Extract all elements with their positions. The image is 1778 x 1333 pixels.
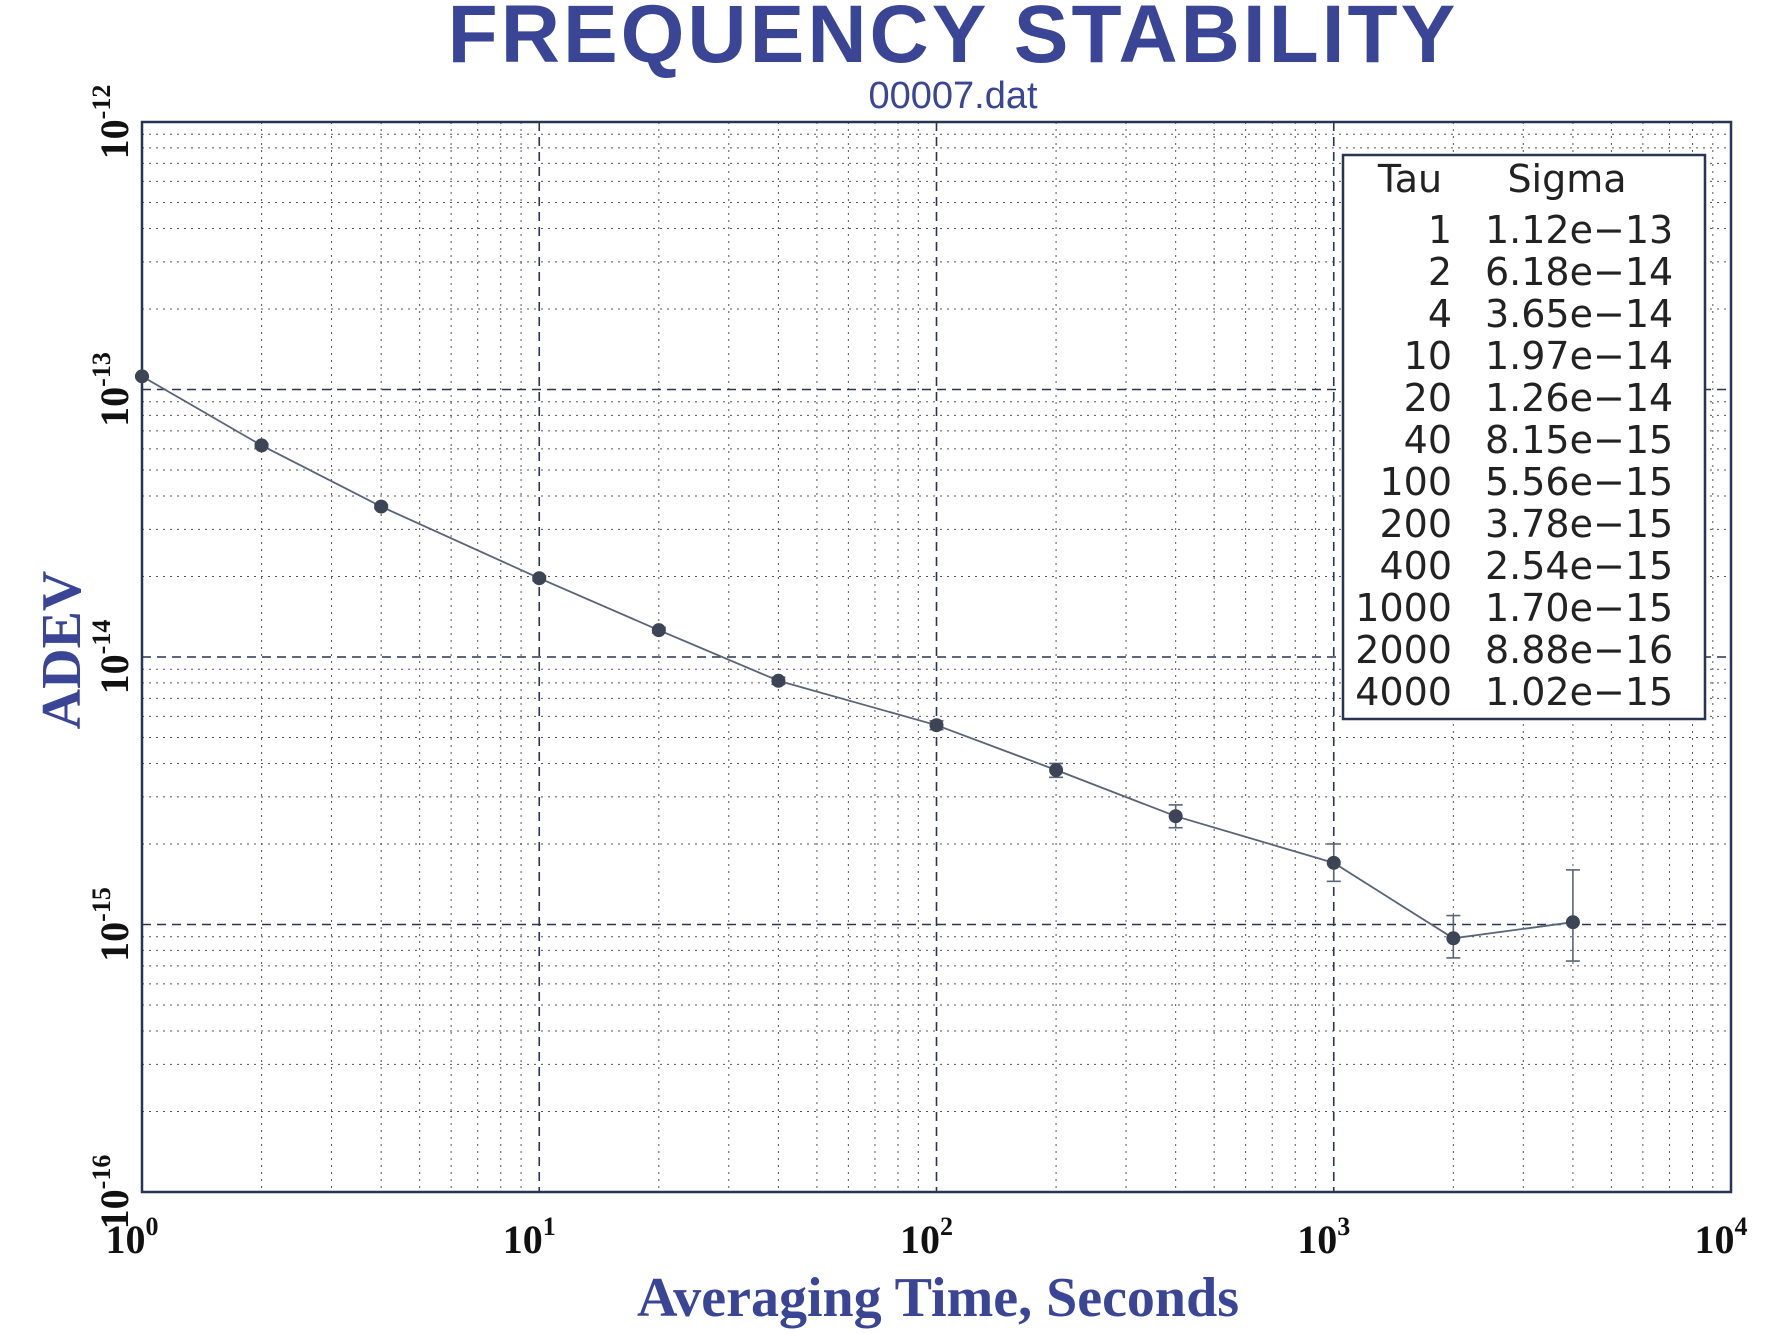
sigma-value: 6.18e−14 (1485, 250, 1673, 294)
sigma-value: 8.15e−15 (1485, 418, 1673, 462)
tau-value: 4000 (1355, 670, 1452, 714)
y-tick-label: 10-16 (87, 1155, 137, 1230)
tau-value: 100 (1379, 460, 1452, 504)
plot-frame (140, 120, 1733, 1194)
data-point (929, 718, 944, 733)
y-tick-label: 10-14 (87, 620, 137, 695)
data-point-markers (135, 369, 1580, 946)
table-row: 100 5.56e−15 (1379, 460, 1673, 504)
tau-value: 10 (1404, 334, 1452, 378)
adev-series-line (141, 375, 1574, 940)
tau-value: 1 (1428, 208, 1452, 252)
table-row: 400 2.54e−15 (1379, 544, 1673, 588)
tau-value: 2000 (1355, 628, 1452, 672)
table-row: 2 6.18e−14 (1428, 250, 1673, 294)
data-point (135, 369, 149, 384)
x-tick-label: 104 (1695, 1212, 1748, 1262)
y-axis-label: ADEV (31, 571, 93, 730)
table-row: 20 1.26e−14 (1404, 376, 1674, 420)
tau-value: 200 (1379, 502, 1452, 546)
tau-value: 4 (1428, 292, 1452, 336)
table-row: 1 1.12e−13 (1428, 208, 1673, 252)
sigma-value: 1.97e−14 (1485, 334, 1673, 378)
data-point (1168, 809, 1183, 824)
data-point (374, 499, 389, 514)
adev-series (135, 369, 1580, 962)
y-tick-label: 10-15 (87, 887, 137, 962)
sigma-column-header: Sigma (1507, 157, 1626, 201)
table-row: 10 1.97e−14 (1404, 334, 1674, 378)
tau-value: 40 (1404, 418, 1452, 462)
tau-column-header: Tau (1377, 157, 1442, 201)
sigma-value: 1.26e−14 (1485, 376, 1673, 420)
x-tick-label: 102 (900, 1212, 953, 1262)
data-point (1565, 915, 1580, 930)
table-frame (1341, 153, 1707, 721)
data-point (532, 571, 547, 586)
data-point (651, 623, 666, 638)
sigma-value: 1.12e−13 (1485, 208, 1673, 252)
table-row: 200 3.78e−15 (1379, 502, 1673, 546)
y-tick-label: 10-13 (87, 352, 137, 427)
chart-title: FREQUENCY STABILITY (448, 0, 1459, 80)
sigma-value: 2.54e−15 (1485, 544, 1673, 588)
sigma-value: 3.78e−15 (1485, 502, 1673, 546)
tau-value: 2 (1428, 250, 1452, 294)
y-tick-label: 10-12 (87, 85, 137, 160)
table-row: 40 8.15e−15 (1404, 418, 1674, 462)
x-tick-label: 101 (503, 1212, 556, 1262)
x-axis-tick-labels: 100 101 102 103 104 (106, 1212, 1748, 1262)
table-row: 1000 1.70e−15 (1355, 586, 1673, 630)
sigma-value: 5.56e−15 (1485, 460, 1673, 504)
tau-value: 1000 (1355, 586, 1452, 630)
table-row: 4000 1.02e−15 (1355, 670, 1673, 714)
table-row: 2000 8.88e−16 (1355, 628, 1673, 672)
chart-subtitle: 00007.dat (868, 75, 1037, 117)
data-point (771, 673, 786, 688)
x-tick-label: 103 (1297, 1212, 1350, 1262)
tau-value: 400 (1379, 544, 1452, 588)
tau-value: 20 (1404, 376, 1452, 420)
data-point (254, 438, 269, 453)
data-point (1049, 763, 1064, 778)
sigma-value: 1.02e−15 (1485, 670, 1673, 714)
table-row: 4 3.65e−14 (1428, 292, 1673, 336)
x-axis-label: Averaging Time, Seconds (637, 1267, 1239, 1329)
sigma-value: 3.65e−14 (1485, 292, 1673, 336)
sigma-value: 8.88e−16 (1485, 628, 1673, 672)
data-point (1326, 855, 1341, 870)
y-axis-tick-labels: 10-16 10-15 10-14 10-13 10-12 (87, 85, 137, 1230)
data-point (1446, 931, 1461, 946)
sigma-value: 1.70e−15 (1485, 586, 1673, 630)
